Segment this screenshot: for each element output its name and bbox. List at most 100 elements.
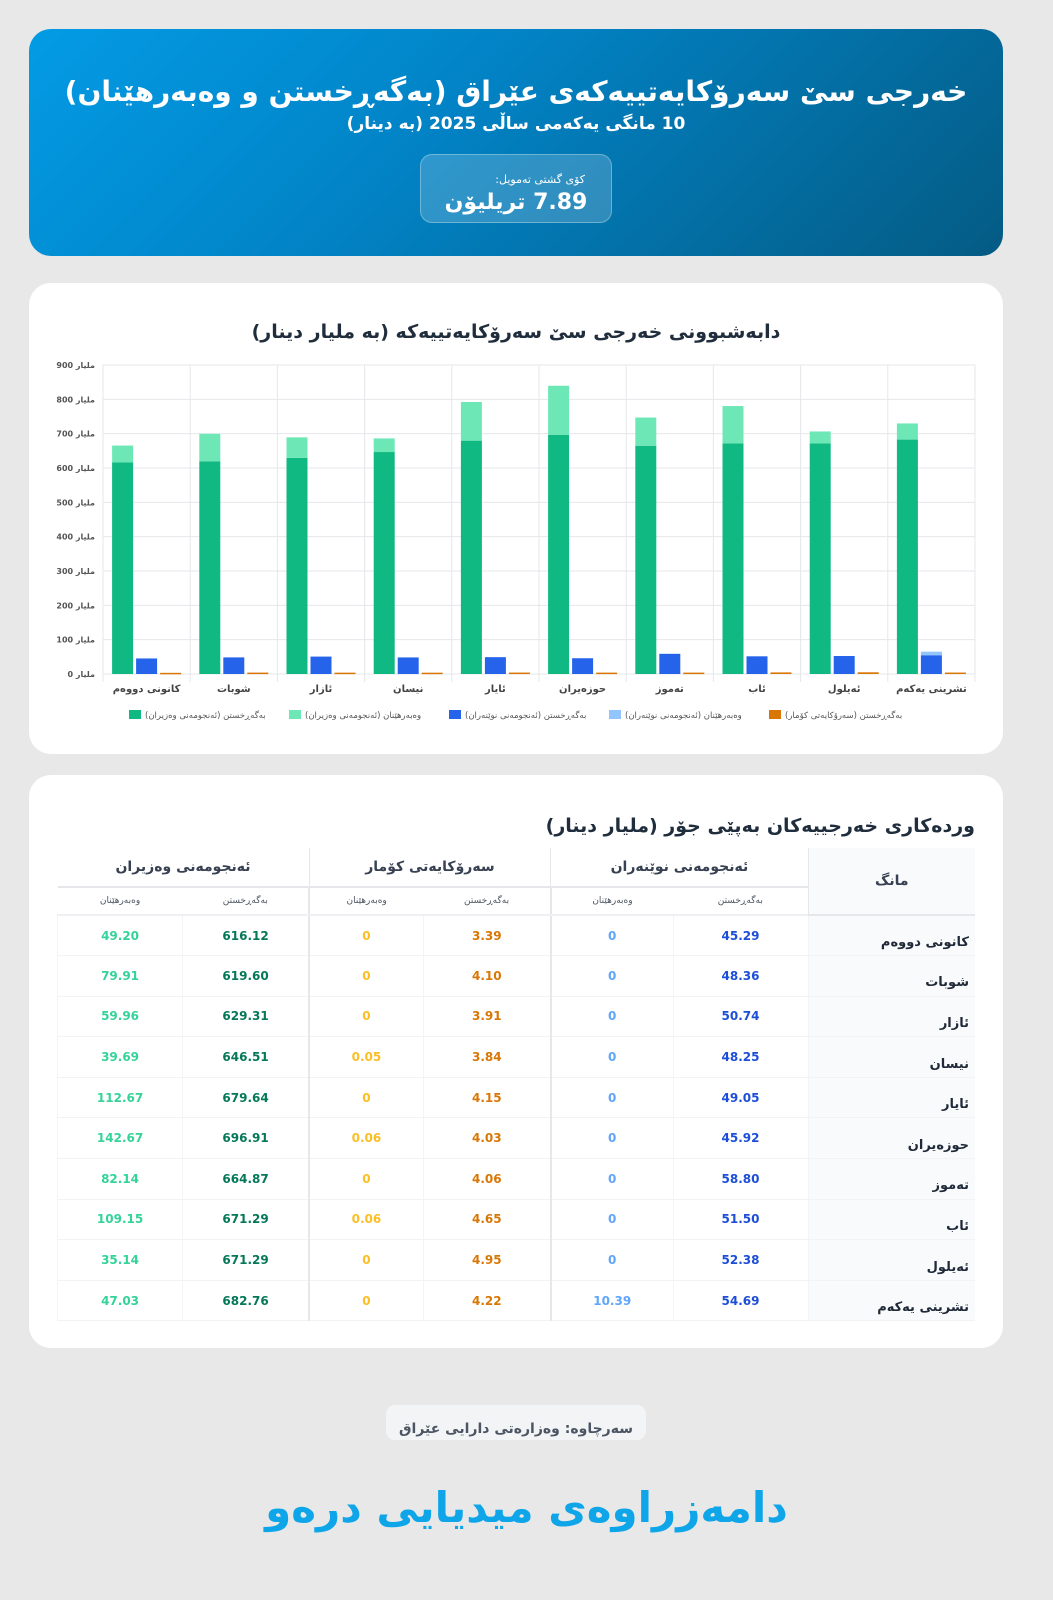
value-cell: 54.69 [672,1280,808,1322]
value-cell: 82.14 [56,1158,183,1200]
bar-segment [596,672,618,675]
page-subtitle: 10 مانگی یەکەمی ساڵی 2025 (بە دینار) [346,114,686,134]
month-cell: حوزەیران [807,1117,975,1160]
value-cell: 59.96 [56,996,183,1038]
x-tick-label: تەموز [655,684,684,695]
bar-segment [770,672,792,674]
bar-segment [160,672,182,675]
bar-segment [857,672,879,674]
bar-segment [484,657,506,674]
value-cell: 51.50 [672,1199,808,1241]
value-cell: 50.74 [672,996,808,1038]
bar-segment [548,434,570,674]
value-cell: 0 [308,1280,424,1322]
month-cell: ئایار [807,1077,975,1119]
bar-segment [112,445,134,463]
bar-segment [286,437,308,458]
table-row: ئایار 49.05 0 4.15 0 679.64 112.67 [56,1077,975,1119]
value-cell: 3.39 [422,915,551,957]
brand-logo-text: دامەزراوەی میدیایی درەو [265,1483,788,1532]
x-tick-label: حوزەیران [559,684,606,695]
value-cell: 619.60 [182,955,310,997]
bar-segment [944,672,966,675]
table-row: شوبات 48.36 0 4.10 0 619.60 79.91 [56,955,975,997]
page-title: خەرجی سێ سەرۆکایەتییەکەی عێراق (بەگەڕخست… [64,75,968,108]
value-cell: 629.31 [182,996,310,1038]
sub-header-investment: وەبەرهێنان [57,887,183,916]
legend-label: بەگەڕخستن (ئەنجومەنی وەزیران) [145,710,266,721]
legend-label: بەگەڕخستن (سەرۆکایەتی کۆمار) [785,710,902,721]
month-cell: کانونی دووەم [807,915,975,957]
x-tick-label: شوبات [217,684,251,695]
value-cell: 79.91 [56,955,183,997]
month-cell: ئەیلول [807,1239,975,1281]
bar-segment [373,438,395,453]
sub-header-investment: وەبەرهێنان [549,887,674,916]
x-tick-label: تشرینی یەکەم [896,684,967,695]
value-cell: 0 [549,915,674,957]
y-tick-label: 100 ملیار [56,636,95,645]
value-cell: 0 [549,1158,674,1200]
value-cell: 3.91 [422,996,551,1038]
value-cell: 0 [549,996,674,1038]
bar-chart: 0 ملیار 100 ملیار 200 ملیار 300 ملیار 400 مل… [56,361,976,721]
value-cell: 0.05 [308,1036,424,1078]
legend-label: وەبەرهێنان (ئەنجومەنی وەزیران) [305,711,421,721]
bar-segment [635,445,657,674]
bar-segment [896,439,918,674]
legend-label: وەبەرهێنان (ئەنجومەنی نوێنەران) [625,711,742,721]
table-row: حوزەیران 45.92 0 4.03 0.06 696.91 142.67 [56,1117,975,1160]
sub-header-investment: وەبەرهێنان [308,887,424,916]
expenses-table: مانگ ئەنجومەنی نوێنەران سەرۆکایەتی کۆمار… [56,848,975,1322]
value-cell: 112.67 [56,1077,183,1119]
value-cell: 49.05 [672,1077,808,1119]
value-cell: 679.64 [182,1077,310,1119]
bar-segment [397,657,419,674]
value-cell: 0 [308,955,424,997]
table-row: نیسان 48.25 0 3.84 0.05 646.51 39.69 [56,1036,975,1078]
legend-swatch [449,710,461,719]
bar-segment [548,385,570,435]
y-tick-label: 700 ملیار [56,430,95,439]
value-cell: 671.29 [182,1239,310,1281]
legend-swatch [609,710,621,719]
value-cell: 3.84 [422,1036,551,1078]
group-header-parliament: ئەنجومەنی نوێنەران [550,848,808,888]
month-header: مانگ [807,848,975,916]
value-cell: 0.06 [308,1199,424,1241]
y-tick-label: 500 ملیار [56,498,95,507]
source-note: سەرچاوە: وەزارەتی دارایی عێراق [386,1405,646,1440]
value-cell: 45.29 [672,915,808,957]
y-tick-label: 800 ملیار [56,395,95,404]
bar-segment [247,672,269,675]
value-cell: 142.67 [56,1117,183,1160]
value-cell: 47.03 [56,1280,183,1322]
y-tick-label: 400 ملیار [56,533,95,542]
value-cell: 45.92 [672,1117,808,1160]
value-cell: 616.12 [182,915,310,957]
value-cell: 0 [549,955,674,997]
value-cell: 0 [549,1117,674,1160]
bar-segment [136,658,158,674]
value-cell: 0 [549,1199,674,1241]
month-cell: تەموز [807,1158,975,1200]
table-row: تەموز 58.80 0 4.06 0 664.87 82.14 [56,1158,975,1200]
value-cell: 109.15 [56,1199,183,1241]
bar-segment [722,443,744,674]
value-cell: 0 [549,1036,674,1078]
bar-segment [920,651,942,656]
bar-segment [809,431,831,444]
table-row: ئەیلول 52.38 0 4.95 0 671.29 35.14 [56,1239,975,1281]
x-tick-label: کانونی دووەم [113,684,181,695]
legend-swatch [129,710,141,719]
value-cell: 664.87 [182,1158,310,1200]
month-cell: نیسان [807,1036,975,1078]
legend-label: بەگەڕخستن (ئەنجومەنی نوێنەران) [465,710,586,721]
header-banner: خەرجی سێ سەرۆکایەتییەکەی عێراق (بەگەڕخست… [29,29,1003,256]
total-funding-box: کۆی گشتی تەمویل: 7.89 تریلیۆن [420,154,612,223]
value-cell: 49.20 [56,915,183,957]
bar-segment [508,672,530,675]
bar-segment [659,653,681,674]
table-row: کانونی دووەم 45.29 0 3.39 0 616.12 49.20 [56,915,975,957]
bar-segment [112,462,134,674]
